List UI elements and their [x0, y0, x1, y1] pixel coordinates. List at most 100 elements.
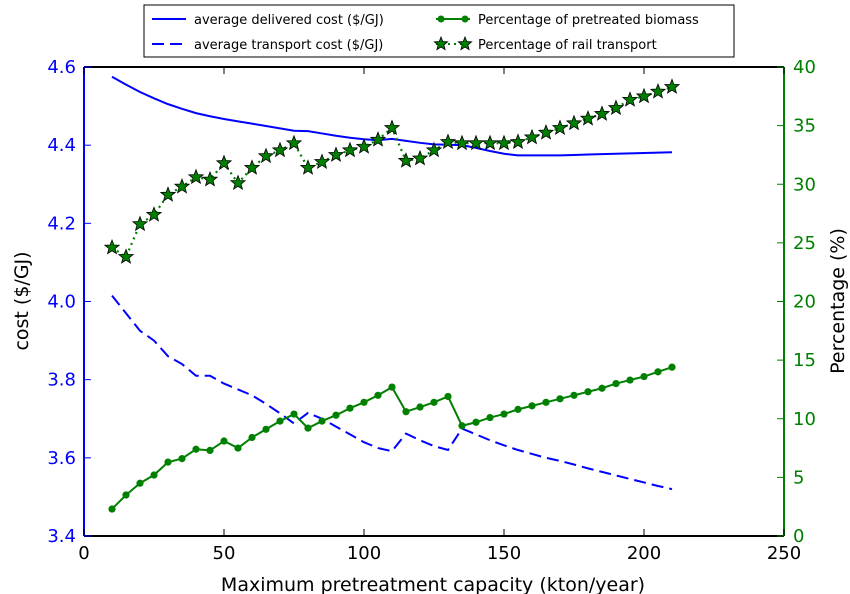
y-left-tick-label-3: 4.0 — [47, 292, 76, 313]
series-point-3-7 — [201, 170, 219, 187]
series-point-2-14 — [304, 424, 312, 432]
series-point-2-2 — [136, 479, 144, 487]
y-left-tick-label-6: 4.6 — [47, 57, 76, 78]
y-right-tick-label-6: 30 — [793, 174, 816, 195]
series-point-2-4 — [164, 458, 172, 466]
series-point-2-11 — [262, 425, 270, 433]
series-line-0 — [111, 75, 673, 157]
series-point-3-5 — [173, 177, 191, 194]
series-point-2-19 — [374, 391, 382, 399]
series-point-3-0 — [103, 238, 121, 255]
x-tick-label-5: 250 — [767, 543, 801, 564]
y-left-tick-label-1: 3.6 — [47, 448, 76, 469]
series-point-3-22 — [411, 149, 429, 166]
series-point-3-8 — [215, 154, 233, 171]
series-point-2-25 — [458, 422, 466, 430]
y-left-tick-label-5: 4.4 — [47, 135, 76, 156]
series-point-3-34 — [579, 109, 597, 126]
series-point-3-12 — [271, 141, 289, 158]
series-point-2-13 — [290, 410, 298, 418]
series-point-3-1 — [117, 248, 135, 264]
series-point-2-40 — [668, 363, 676, 371]
x-tick-label-4: 200 — [627, 543, 661, 564]
y-axis-left-label: cost ($/GJ) — [11, 251, 33, 350]
legend-star-0 — [433, 35, 449, 51]
y-left-tick-label-2: 3.8 — [47, 370, 76, 391]
series-point-3-11 — [257, 147, 275, 164]
x-tick-label-3: 150 — [487, 543, 521, 564]
y-right-tick-label-7: 35 — [793, 116, 816, 137]
series-point-3-31 — [537, 124, 555, 140]
legend-marker-pretreated — [437, 15, 445, 23]
series-point-2-36 — [612, 379, 620, 388]
series-point-3-27 — [481, 134, 499, 151]
series-point-2-34 — [584, 388, 592, 396]
series-point-3-35 — [593, 105, 611, 121]
series-point-3-16 — [327, 146, 345, 162]
y-right-tick-label-4: 20 — [793, 292, 816, 313]
series-point-2-0 — [108, 505, 116, 513]
series-point-3-26 — [467, 134, 485, 151]
series-point-2-29 — [514, 405, 522, 413]
y-left-tick-label-0: 3.4 — [47, 526, 76, 547]
legend-label-delivered: average delivered cost ($/GJ) — [194, 13, 384, 28]
series-point-2-3 — [150, 471, 158, 479]
series-point-3-32 — [551, 119, 569, 135]
x-tick-label-1: 50 — [213, 543, 236, 564]
series-point-2-38 — [640, 372, 648, 381]
y-right-tick-label-1: 5 — [793, 467, 804, 488]
series-point-3-40 — [663, 78, 681, 94]
series-point-3-36 — [607, 99, 625, 116]
axes: 0 50 100 150 200 250 3.4 3.6 3.8 4.0 4.2 4.4 4.6 0 5 10… — [47, 57, 816, 564]
series-point-2-9 — [234, 444, 242, 452]
series-point-3-21 — [397, 152, 415, 168]
series-point-2-39 — [654, 368, 662, 376]
series-point-2-30 — [528, 402, 536, 410]
series-point-2-12 — [276, 417, 284, 425]
series-point-3-38 — [635, 87, 653, 104]
series-point-2-7 — [206, 446, 214, 455]
series-point-3-37 — [621, 91, 639, 107]
series-point-3-14 — [299, 159, 317, 175]
series-point-2-23 — [430, 398, 438, 406]
y-right-tick-label-8: 40 — [793, 57, 816, 78]
series-point-3-17 — [341, 141, 359, 158]
series-point-2-10 — [248, 433, 256, 442]
series-point-2-26 — [472, 418, 480, 426]
legend-marker-pretreated-2 — [461, 15, 469, 23]
series-point-2-27 — [486, 413, 494, 422]
y-right-tick-label-0: 0 — [793, 526, 804, 547]
legend-star-1 — [457, 35, 473, 51]
series-point-3-15 — [313, 153, 331, 169]
series-point-3-20 — [383, 119, 401, 135]
legend: average delivered cost ($/GJ) average tr… — [143, 4, 735, 58]
series-point-3-4 — [159, 186, 177, 202]
series-point-3-29 — [509, 133, 527, 150]
series-point-2-32 — [556, 395, 564, 403]
y-right-tick-label-3: 15 — [793, 350, 816, 371]
series-point-3-30 — [523, 128, 541, 145]
y-axis-right-label: Percentage (%) — [827, 228, 849, 374]
series-point-3-18 — [355, 138, 373, 154]
series-point-3-33 — [565, 114, 583, 131]
x-tick-label-0: 0 — [78, 543, 89, 564]
series-point-3-13 — [285, 134, 303, 151]
series-line-1 — [111, 295, 673, 491]
series-point-2-1 — [122, 491, 130, 499]
series-point-2-17 — [346, 404, 354, 412]
series-point-2-5 — [178, 455, 186, 463]
series-point-2-28 — [500, 410, 508, 418]
series-point-3-10 — [243, 159, 261, 175]
series-point-3-23 — [425, 141, 443, 158]
series-point-2-33 — [570, 391, 578, 399]
legend-label-transport: average transport cost ($/GJ) — [194, 38, 383, 53]
series-point-2-24 — [444, 392, 452, 401]
series-point-2-15 — [318, 417, 326, 425]
x-tick-label-2: 100 — [347, 543, 381, 564]
series-point-3-9 — [229, 174, 247, 191]
series-point-2-21 — [402, 408, 410, 416]
series-point-3-28 — [495, 134, 513, 151]
series-point-2-20 — [388, 383, 396, 391]
series-point-3-24 — [439, 133, 457, 150]
